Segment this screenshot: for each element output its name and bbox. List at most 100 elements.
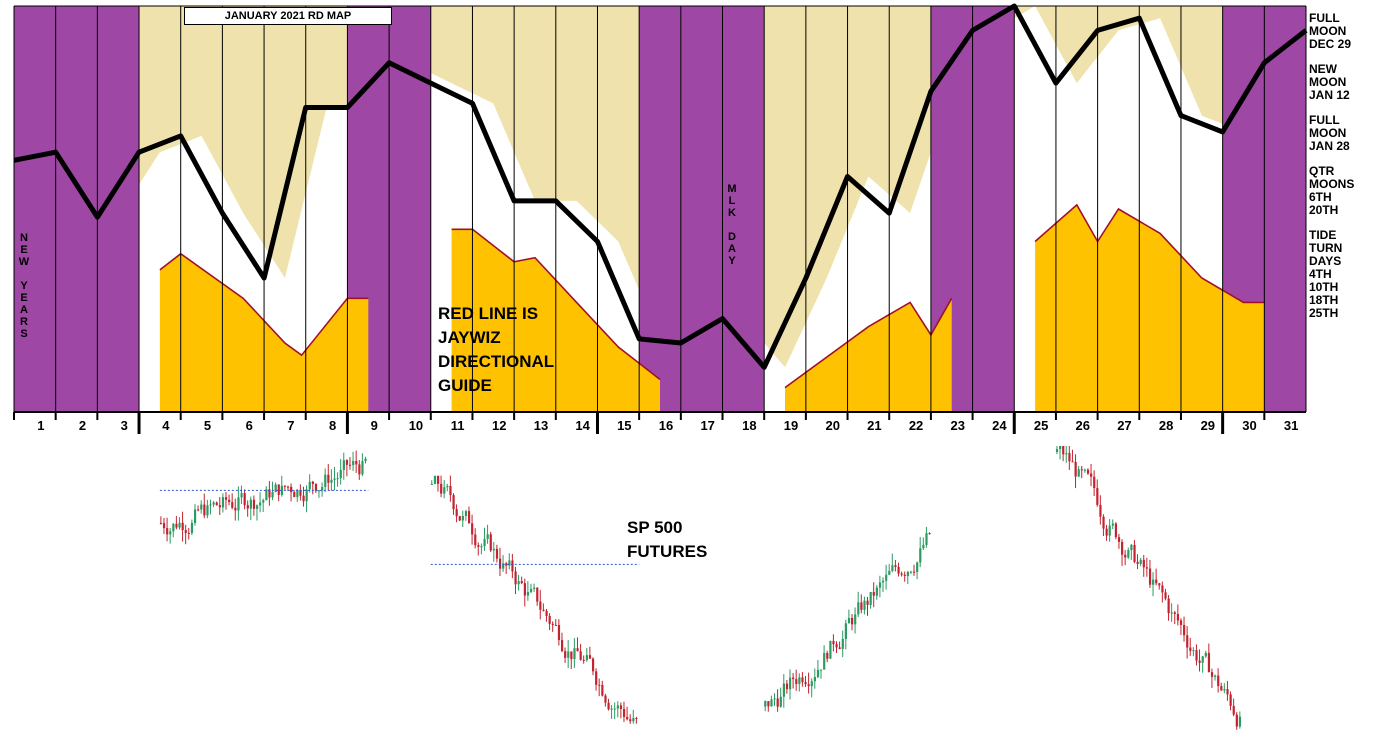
- candle-body: [875, 587, 878, 596]
- candle-body: [1059, 446, 1062, 450]
- candle-body: [548, 616, 551, 624]
- candle-body: [178, 522, 181, 528]
- vertical-char: W: [18, 256, 30, 268]
- tick-label-day-15: 15: [617, 418, 631, 433]
- candle-body: [832, 640, 835, 645]
- candle-body: [526, 592, 530, 596]
- candle-body: [486, 534, 489, 539]
- candle-body: [860, 602, 863, 610]
- candle-body: [352, 461, 355, 466]
- candle-body: [819, 669, 823, 671]
- candle-body: [293, 492, 296, 498]
- candle-body: [847, 617, 851, 624]
- tick-label-day-1: 1: [37, 418, 44, 433]
- day-label-row: [14, 412, 1306, 434]
- red-guide-line-3: [784, 297, 953, 389]
- candle-body: [193, 509, 197, 523]
- gold-area-4: [1035, 204, 1265, 412]
- candle-body: [358, 464, 361, 475]
- candle-body: [443, 487, 446, 494]
- candle-body: [1198, 660, 1201, 663]
- legend-line: MOON: [1309, 24, 1347, 38]
- tick-label-day-10: 10: [409, 418, 423, 433]
- candle-body: [1152, 579, 1155, 585]
- candle-body: [801, 677, 804, 683]
- candle-body: [610, 708, 613, 710]
- candle-body: [1117, 537, 1121, 542]
- tick-label-day-26: 26: [1076, 418, 1090, 433]
- tick-label-day-21: 21: [867, 418, 881, 433]
- candle-body: [1090, 473, 1093, 477]
- candle-body: [903, 574, 906, 576]
- candle-body: [1235, 714, 1238, 727]
- vertical-char: [17, 268, 31, 280]
- candle-body: [175, 523, 178, 528]
- legend-line: TURN: [1309, 241, 1343, 255]
- candle-body: [788, 677, 792, 690]
- legend-line: FULL: [1309, 113, 1340, 127]
- candle-body: [1226, 689, 1229, 695]
- vertical-char: E: [20, 292, 28, 304]
- candle-body: [823, 652, 826, 670]
- candle-body: [440, 483, 443, 494]
- candle-body: [461, 515, 464, 521]
- candle-body: [533, 587, 536, 589]
- day-column-1: [14, 6, 56, 412]
- candle-body: [290, 486, 293, 493]
- red-line-note: RED LINE IS JAYWIZ DIRECTIONAL GUIDE: [438, 302, 554, 398]
- candle-body: [632, 718, 635, 722]
- candle-body: [916, 562, 919, 572]
- candle-body: [1102, 516, 1105, 529]
- candle-body: [317, 490, 321, 492]
- candle-body: [314, 483, 318, 491]
- candle-body: [807, 684, 810, 687]
- candle-body: [545, 610, 548, 617]
- candle-body: [764, 701, 767, 707]
- tick-label-day-7: 7: [287, 418, 294, 433]
- day-column-16: [639, 6, 681, 412]
- tick-label-day-22: 22: [909, 418, 923, 433]
- candle-body: [181, 522, 184, 531]
- candle-body: [598, 684, 601, 686]
- candle-body: [1136, 561, 1139, 564]
- legend-line: MOON: [1309, 75, 1347, 89]
- candle-body: [782, 683, 785, 697]
- candle-body: [200, 504, 203, 510]
- candle-body: [1096, 488, 1099, 505]
- candle-body: [607, 702, 610, 710]
- tick-label-day-5: 5: [204, 418, 211, 433]
- candle-body: [1105, 528, 1108, 536]
- vertical-char: S: [20, 328, 28, 340]
- candle-body: [866, 600, 869, 605]
- candle-body: [881, 580, 885, 583]
- sp500-futures-note: SP 500 FUTURES: [627, 516, 707, 564]
- candle-body: [1145, 567, 1149, 569]
- tick-label-day-12: 12: [492, 418, 506, 433]
- candle-body: [536, 587, 539, 602]
- candle-body: [495, 548, 499, 559]
- candle-body: [283, 485, 287, 487]
- candle-body: [844, 623, 847, 639]
- candle-body: [345, 460, 349, 465]
- candle-body: [308, 481, 311, 490]
- candle-body: [471, 523, 474, 535]
- candle-body: [1068, 453, 1071, 462]
- candle-body: [474, 534, 477, 546]
- tick-label-day-14: 14: [575, 418, 590, 433]
- candle-body: [1130, 544, 1133, 551]
- candle-body: [523, 583, 526, 596]
- candle-body: [458, 516, 461, 521]
- legend-line: 18TH: [1309, 293, 1339, 307]
- tick-label-day-28: 28: [1159, 418, 1173, 433]
- candle-body: [1127, 550, 1130, 558]
- vertical-char: K: [728, 207, 736, 219]
- candle-body: [1220, 686, 1223, 691]
- tick-label-day-19: 19: [784, 418, 798, 433]
- candle-body: [604, 695, 607, 703]
- candle-body: [1148, 568, 1152, 585]
- candle-body: [1223, 689, 1226, 691]
- candle-body: [467, 511, 471, 524]
- tick-label-day-4: 4: [162, 418, 170, 433]
